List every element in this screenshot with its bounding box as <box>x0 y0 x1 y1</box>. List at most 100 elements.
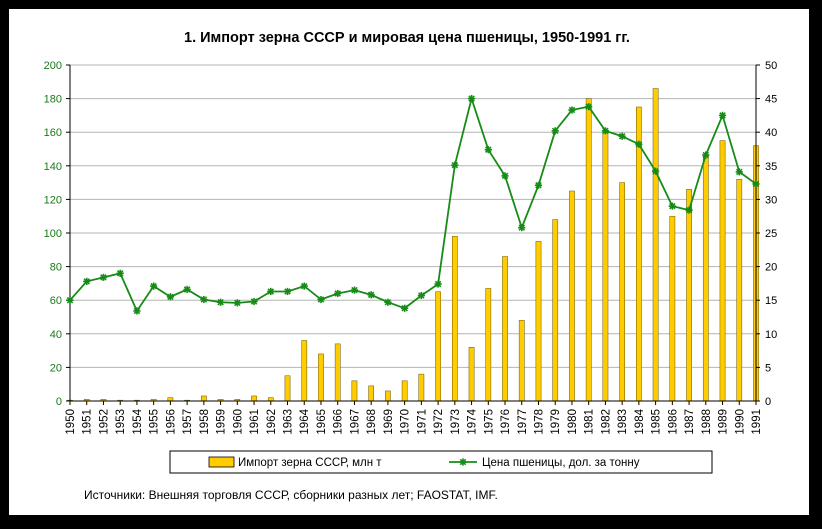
x-tick-label: 1962 <box>266 409 278 435</box>
price-point-1969 <box>384 298 392 306</box>
price-point-1968 <box>367 291 375 299</box>
legend-bar-swatch <box>208 456 235 468</box>
right-tick-label: 50 <box>765 60 777 72</box>
price-point-1979 <box>551 127 559 135</box>
bar-1970 <box>401 380 408 402</box>
price-point-1956 <box>166 293 174 301</box>
price-point-1951 <box>83 277 91 285</box>
price-point-1974 <box>467 95 476 103</box>
x-tick-label: 1989 <box>718 409 730 435</box>
right-tick-label: 15 <box>765 295 777 307</box>
marker-stroke <box>384 298 392 306</box>
price-point-1962 <box>267 287 275 296</box>
bar-1979 <box>552 219 559 402</box>
x-tick-label: 1954 <box>132 408 144 434</box>
marker-stroke <box>334 290 341 297</box>
legend-bar-label: Импорт зерна СССР, млн т <box>238 457 382 469</box>
grid <box>70 64 756 368</box>
marker-stroke <box>100 274 107 281</box>
bar-1986 <box>669 215 676 402</box>
bar-1977 <box>518 320 525 402</box>
x-tick-label: 1964 <box>299 408 311 434</box>
right-tick-label: 25 <box>765 228 777 240</box>
marker-stroke <box>485 146 492 153</box>
bar-1990 <box>736 178 743 402</box>
x-tick-label: 1963 <box>283 409 295 435</box>
marker-stroke <box>351 286 358 294</box>
bar-1987 <box>686 189 692 402</box>
bar-1989 <box>719 140 726 402</box>
price-point-1973 <box>451 161 459 169</box>
x-tick-label: 1959 <box>216 409 228 435</box>
marker-stroke <box>434 280 442 288</box>
marker-stroke <box>652 167 659 175</box>
x-tick-label: 1969 <box>383 409 395 435</box>
marker-stroke <box>418 292 425 299</box>
right-tick-label: 45 <box>765 94 777 106</box>
price-point-1970 <box>401 304 409 312</box>
x-tick-label: 1987 <box>684 409 696 435</box>
bar-1963 <box>284 375 291 402</box>
price-point-1981 <box>585 103 593 111</box>
price-point-1952 <box>99 273 108 281</box>
price-point-1985 <box>652 167 660 175</box>
bar-1985 <box>652 88 659 402</box>
bar-1972 <box>435 291 441 402</box>
x-tick-label: 1977 <box>517 409 529 435</box>
left-tick-label: 120 <box>44 194 62 206</box>
marker-stroke <box>501 172 509 180</box>
marker-stroke <box>585 103 592 110</box>
right-tick-label: 20 <box>765 262 777 274</box>
marker-stroke <box>200 296 208 303</box>
x-tick-label: 1952 <box>98 409 110 435</box>
x-tick-label: 1983 <box>617 409 629 435</box>
marker-stroke <box>234 299 241 307</box>
price-point-1971 <box>417 291 425 300</box>
marker-stroke <box>551 127 559 135</box>
x-tick-label: 1982 <box>600 409 612 435</box>
right-tick-label: 10 <box>765 329 777 341</box>
price-point-1984 <box>635 140 643 148</box>
price-point-1989 <box>718 111 727 119</box>
price-point-1954 <box>133 307 141 315</box>
price-point-1959 <box>216 298 225 306</box>
marker-stroke <box>618 132 626 140</box>
marker-stroke <box>167 293 174 301</box>
chart-title: 1. Импорт зерна СССР и мировая цена пшен… <box>184 30 630 46</box>
bar-1958 <box>201 395 207 402</box>
x-tick-label: 1966 <box>333 409 345 435</box>
price-point-1976 <box>501 172 509 180</box>
price-point-1988 <box>702 151 710 159</box>
left-tick-label: 100 <box>44 228 62 240</box>
marker-stroke <box>752 180 760 188</box>
x-tick-label: 1958 <box>199 409 211 435</box>
x-tick-label: 1976 <box>500 409 512 435</box>
x-tick-label: 1986 <box>667 409 679 435</box>
bar-1988 <box>702 155 709 402</box>
x-tick-label: 1974 <box>467 408 479 434</box>
x-tick-label: 1961 <box>249 409 261 435</box>
bar-1983 <box>619 182 625 402</box>
marker-stroke <box>702 151 710 159</box>
marker-stroke <box>367 291 375 299</box>
x-tick-label: 1981 <box>584 409 596 435</box>
price-line <box>66 95 760 315</box>
bar-1962 <box>267 397 274 402</box>
price-point-1964 <box>300 282 308 290</box>
bar-1965 <box>318 353 324 402</box>
bar-1973 <box>451 236 458 402</box>
price-point-1963 <box>283 287 292 296</box>
x-tick-label: 1972 <box>433 409 445 435</box>
marker-stroke <box>535 182 542 189</box>
x-tick-label: 1956 <box>165 409 177 435</box>
x-tick-label: 1980 <box>567 409 579 435</box>
marker-stroke <box>217 298 224 306</box>
price-point-1991 <box>752 180 760 188</box>
marker-stroke <box>669 202 676 210</box>
right-tick-label: 30 <box>765 194 777 206</box>
price-point-1977 <box>518 224 526 232</box>
marker-stroke <box>736 168 743 176</box>
marker-stroke <box>468 95 475 102</box>
marker-stroke <box>451 161 459 169</box>
bar-1980 <box>569 190 575 402</box>
